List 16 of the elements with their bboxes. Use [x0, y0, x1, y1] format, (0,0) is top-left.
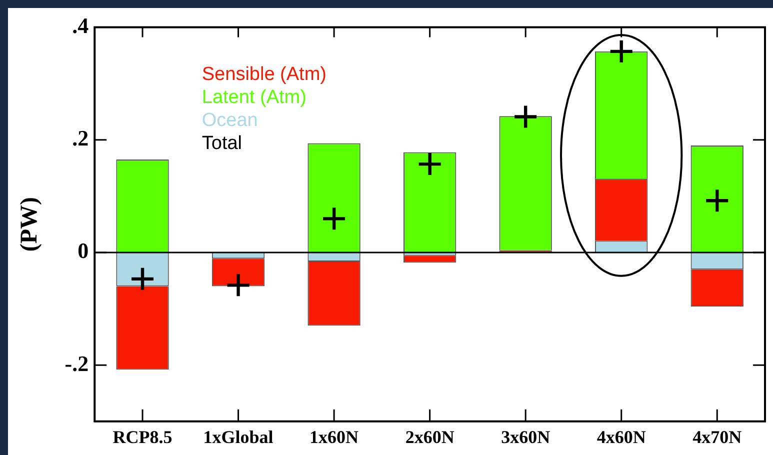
y-tick-label: .2 [72, 126, 89, 151]
text: Sensible (Atm) [202, 64, 326, 85]
y-axis-title: (PW) [16, 196, 43, 252]
text: Ocean [202, 110, 258, 131]
x-tick-label: RCP8.5 [112, 426, 172, 447]
x-tick-label: 1xGlobal [203, 426, 274, 447]
x-tick-label: 3x60N [501, 426, 550, 447]
y-tick-label: 0 [78, 238, 89, 264]
x-tick-label: 4x60N [596, 426, 646, 447]
y-tick-label: .4 [72, 12, 89, 38]
x-tick-label: 2x60N [405, 426, 454, 447]
text: Total [202, 132, 242, 154]
x-tick-label: 4x70N [692, 426, 742, 447]
series-label: Latent (Atm) [202, 86, 306, 108]
x-tick-label: 1x60N [310, 426, 359, 447]
y-tick-label: -.2 [64, 350, 89, 376]
